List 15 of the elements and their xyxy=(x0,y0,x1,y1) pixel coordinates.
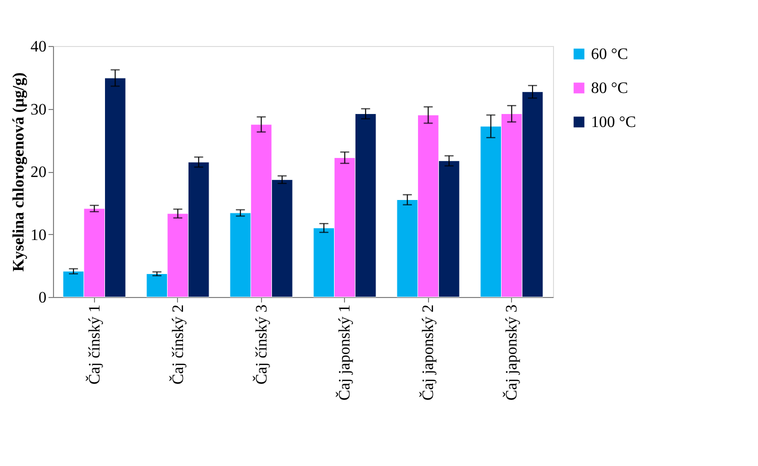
x-tick-label: Čaj japonský 2 xyxy=(419,304,438,400)
y-axis-title: Kyselina chlorogenová (µg/g) xyxy=(10,72,28,272)
y-tick-label: 0 xyxy=(38,290,46,306)
y-tick-label: 30 xyxy=(30,101,46,118)
y-tick-label: 10 xyxy=(30,226,46,244)
legend-label: 60 °C xyxy=(591,46,628,63)
legend-label: 80 °C xyxy=(591,80,628,97)
legend-label: 100 °C xyxy=(591,114,636,131)
x-tick-label: Čaj japonský 3 xyxy=(502,304,521,400)
y-tick-label: 20 xyxy=(30,164,46,181)
x-tick-label: Čaj čínský 2 xyxy=(168,304,187,384)
x-tick-label: Čaj čínský 1 xyxy=(85,304,104,384)
y-tick-label: 40 xyxy=(30,38,46,56)
x-tick-label: Čaj japonský 1 xyxy=(336,304,354,400)
x-tick-label: Čaj čínský 3 xyxy=(252,304,270,384)
